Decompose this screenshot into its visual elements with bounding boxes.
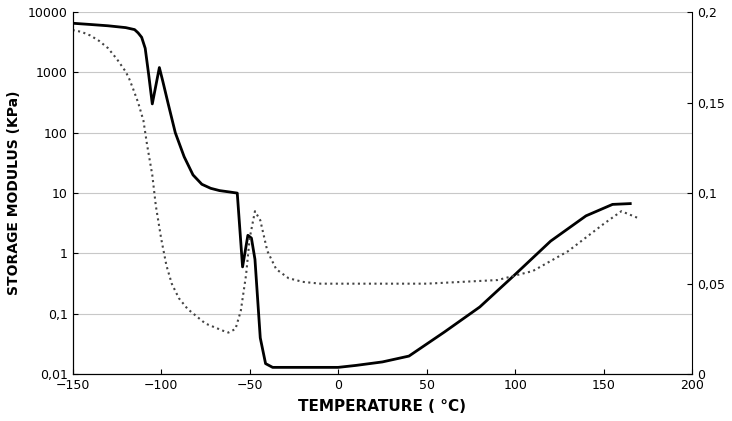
X-axis label: TEMPERATURE ( °C): TEMPERATURE ( °C) xyxy=(299,399,466,414)
Y-axis label: STORAGE MODULUS (KPa): STORAGE MODULUS (KPa) xyxy=(7,91,21,296)
